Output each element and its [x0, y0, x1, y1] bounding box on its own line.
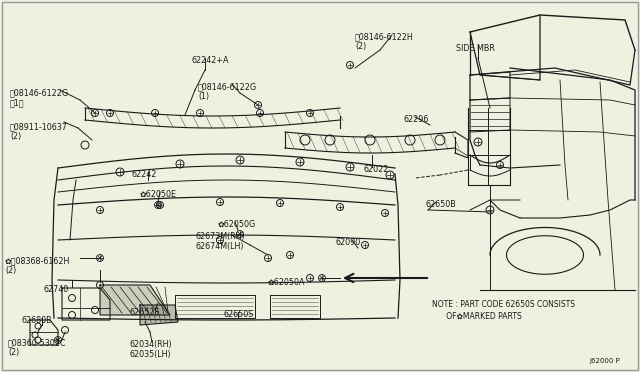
Text: 62242: 62242 — [132, 170, 157, 179]
Text: NOTE : PART CODE 62650S CONSISTS: NOTE : PART CODE 62650S CONSISTS — [432, 300, 575, 309]
Text: ✿Ⓝ08368-6162H
(2): ✿Ⓝ08368-6162H (2) — [5, 256, 70, 275]
Text: 62652E: 62652E — [130, 308, 161, 317]
Text: 62650S: 62650S — [224, 310, 254, 319]
Text: 62090: 62090 — [336, 238, 361, 247]
Text: ⒲08146-6122H
(2): ⒲08146-6122H (2) — [355, 32, 413, 51]
Text: 62680B: 62680B — [22, 316, 52, 325]
Text: 62022: 62022 — [364, 165, 389, 174]
Text: OF✿MARKED PARTS: OF✿MARKED PARTS — [432, 312, 522, 321]
Text: 62650B: 62650B — [426, 200, 457, 209]
Text: 62740: 62740 — [44, 285, 69, 294]
Text: 62296: 62296 — [404, 115, 429, 124]
Text: ✿62050G: ✿62050G — [218, 220, 256, 229]
Text: SIDE MBR: SIDE MBR — [456, 44, 495, 53]
Text: ✿62050A: ✿62050A — [268, 278, 305, 287]
Text: 62242+A: 62242+A — [192, 56, 230, 65]
Polygon shape — [140, 305, 178, 325]
Text: Ⓝ08360-5302C
(2): Ⓝ08360-5302C (2) — [8, 338, 67, 357]
Text: ⒲08146-6122G
（1）: ⒲08146-6122G （1） — [10, 88, 69, 108]
Text: J62000 P: J62000 P — [589, 358, 620, 364]
Text: Ⓞ08911-10637
(2): Ⓞ08911-10637 (2) — [10, 122, 68, 141]
Text: 62034(RH)
62035(LH): 62034(RH) 62035(LH) — [130, 340, 173, 359]
Text: 62673M(RH)
62674M(LH): 62673M(RH) 62674M(LH) — [196, 232, 246, 251]
Text: ⒲08146-6122G
(1): ⒲08146-6122G (1) — [198, 82, 257, 102]
Text: ✿62050E: ✿62050E — [140, 190, 177, 199]
Polygon shape — [100, 285, 170, 315]
